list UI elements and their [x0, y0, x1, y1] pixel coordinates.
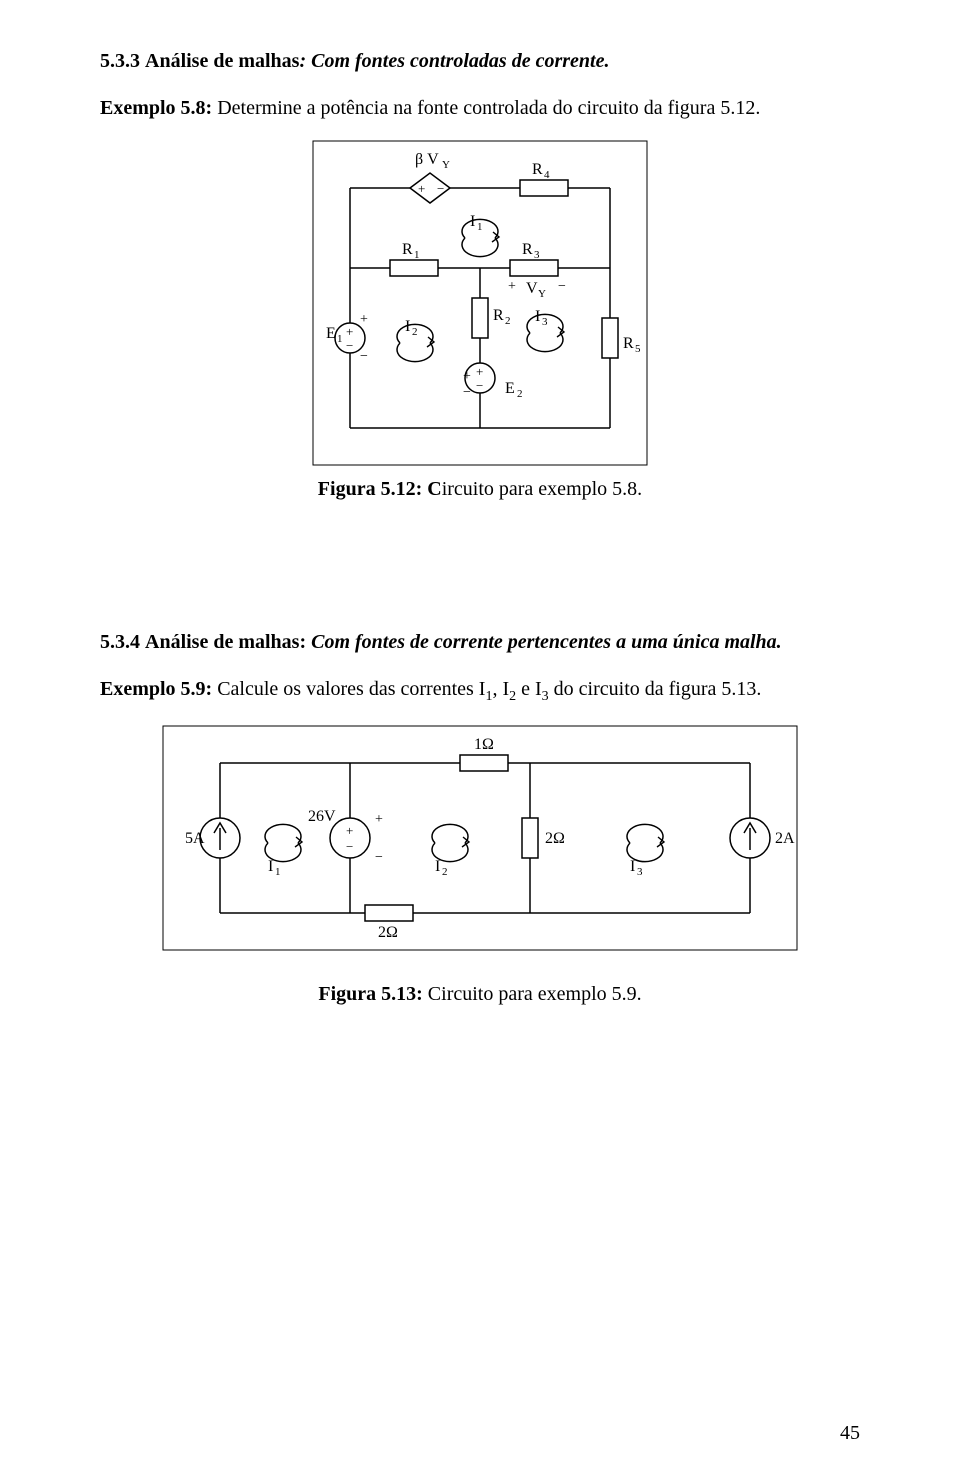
section-number: 5.3.3	[100, 50, 140, 72]
example-58: Exemplo 5.8: Determine a potência na fon…	[100, 97, 860, 120]
svg-text:Y: Y	[442, 159, 450, 171]
svg-text:5: 5	[635, 343, 641, 355]
svg-text:4: 4	[544, 169, 550, 181]
svg-text:2: 2	[412, 326, 418, 338]
svg-text:3: 3	[542, 316, 548, 328]
svg-text:5A: 5A	[185, 830, 205, 847]
svg-text:2: 2	[505, 315, 511, 327]
svg-text:1: 1	[337, 333, 343, 345]
svg-text:+: +	[418, 181, 425, 196]
svg-text:I: I	[268, 858, 273, 875]
svg-text:R: R	[522, 241, 533, 258]
svg-text:2: 2	[442, 866, 448, 878]
svg-text:−: −	[437, 181, 444, 196]
example-label-2: Exemplo 5.9:	[100, 678, 212, 700]
svg-text:−: −	[346, 338, 353, 353]
svg-text:−: −	[463, 385, 471, 400]
example-59: Exemplo 5.9: Calcule os valores das corr…	[100, 678, 860, 705]
svg-text:2A: 2A	[775, 830, 795, 847]
figure-512-caption: Figura 5.12: Circuito para exemplo 5.8.	[318, 478, 642, 501]
svg-text:1: 1	[477, 221, 483, 233]
svg-text:2Ω: 2Ω	[545, 830, 565, 847]
svg-text:2: 2	[517, 388, 523, 400]
section-title-italic: : Com fontes controladas de corrente.	[299, 50, 609, 72]
section-title-italic-2: Com fontes de corrente pertencentes a um…	[306, 631, 782, 653]
svg-text:I: I	[435, 858, 440, 875]
section-heading-533: 5.3.3 Análise de malhas: Com fontes cont…	[100, 50, 860, 73]
svg-text:2Ω: 2Ω	[378, 924, 398, 941]
section-number-2: 5.3.4	[100, 631, 140, 653]
svg-text:R: R	[623, 335, 634, 352]
svg-text:+: +	[463, 369, 471, 384]
svg-text:−: −	[360, 349, 368, 364]
svg-text:Y: Y	[538, 288, 546, 300]
svg-text:1: 1	[275, 866, 281, 878]
section-heading-534: 5.3.4 Análise de malhas: Com fontes de c…	[100, 631, 860, 654]
svg-text:26V: 26V	[308, 808, 336, 825]
figure-512-block: + − β V Y R 4 R 1 R 3 + − V Y	[100, 138, 860, 501]
svg-text:+: +	[508, 279, 516, 294]
svg-text:1: 1	[414, 249, 420, 261]
page-number: 45	[840, 1422, 860, 1445]
svg-text:I: I	[630, 858, 635, 875]
svg-text:3: 3	[637, 866, 643, 878]
figure-513-caption: Figura 5.13: Circuito para exemplo 5.9.	[318, 983, 641, 1006]
svg-text:R: R	[402, 241, 413, 258]
svg-text:+: +	[360, 312, 368, 327]
spacer	[100, 521, 860, 631]
svg-text:−: −	[558, 279, 566, 294]
svg-text:+: +	[346, 823, 353, 838]
svg-text:−: −	[476, 378, 483, 393]
figure-513-svg: 1Ω 2Ω 5A + − 26V + −	[160, 723, 800, 953]
svg-text:R: R	[493, 307, 504, 324]
svg-text:E: E	[505, 380, 515, 397]
svg-text:R: R	[532, 161, 543, 178]
svg-text:I: I	[405, 318, 410, 335]
svg-text:+: +	[476, 364, 483, 379]
svg-text:−: −	[375, 850, 383, 865]
figure-513-block: 1Ω 2Ω 5A + − 26V + −	[100, 723, 860, 1006]
example-label: Exemplo 5.8:	[100, 97, 212, 119]
svg-text:β V: β V	[415, 151, 439, 168]
svg-text:I: I	[535, 308, 540, 325]
example-text: Determine a potência na fonte controlada…	[212, 97, 760, 119]
svg-text:+: +	[346, 324, 353, 339]
svg-text:1Ω: 1Ω	[474, 736, 494, 753]
svg-text:E: E	[326, 325, 336, 342]
svg-text:3: 3	[534, 249, 540, 261]
svg-text:I: I	[470, 213, 475, 230]
svg-text:−: −	[346, 839, 353, 854]
figure-512-svg: + − β V Y R 4 R 1 R 3 + − V Y	[310, 138, 650, 468]
svg-text:V: V	[526, 280, 538, 297]
svg-text:+: +	[375, 812, 383, 827]
